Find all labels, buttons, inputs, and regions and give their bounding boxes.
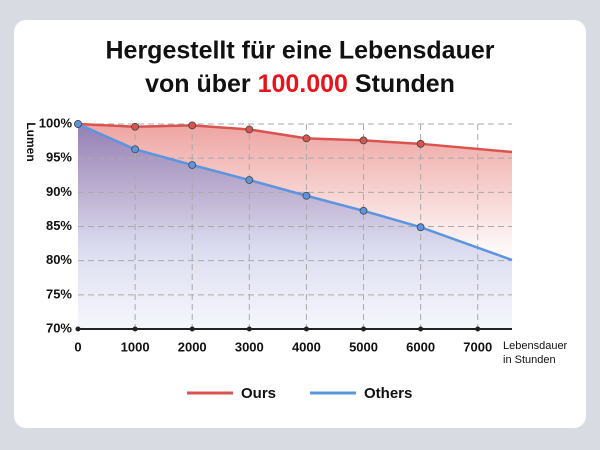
x-tick-mark <box>75 326 81 332</box>
point <box>188 161 197 169</box>
x-tick-mark <box>475 326 481 332</box>
y-tick-label: 75% <box>46 286 72 301</box>
x-axis-label: Lebensdauer <box>503 340 568 352</box>
y-tick-label: 90% <box>46 184 72 199</box>
y-tick-label: 80% <box>46 252 72 267</box>
y-tick-label: 70% <box>46 320 72 335</box>
x-tick-label: 5000 <box>349 339 378 354</box>
x-tick-label: 7000 <box>463 339 492 354</box>
title-part: Stunden <box>355 70 455 98</box>
line <box>77 122 513 262</box>
x-tick-label: 3000 <box>235 339 264 354</box>
point <box>359 136 368 145</box>
x-axis-label: in Stunden <box>503 354 556 366</box>
point <box>131 122 140 131</box>
x-tick-label: 1000 <box>121 339 150 354</box>
x-tick-mark <box>303 326 309 332</box>
x-tick-label: 0 <box>74 339 81 354</box>
x-tick-label: 6000 <box>406 339 435 354</box>
y-tick-label: 95% <box>46 150 72 165</box>
area <box>78 124 512 329</box>
y-tick-label: 100% <box>39 115 73 130</box>
title-part: von über <box>145 70 251 98</box>
y-tick-label: 85% <box>46 218 72 233</box>
point <box>131 145 140 154</box>
point <box>302 191 311 200</box>
x-tick-mark <box>132 326 138 332</box>
point <box>416 139 425 148</box>
x-tick-mark <box>246 326 252 332</box>
chart-title: Hergestellt für eine Lebensdauer <box>105 37 494 65</box>
legend-label: Others <box>364 385 412 402</box>
line <box>77 122 513 154</box>
point <box>245 125 254 134</box>
x-tick-mark <box>189 326 195 332</box>
x-tick-mark <box>361 326 367 332</box>
x-tick-label: 4000 <box>292 339 321 354</box>
chart-title: von über 100.000 Stunden <box>145 70 455 98</box>
point <box>188 121 197 130</box>
title-highlight: 100.000 <box>258 70 348 98</box>
y-axis-label: Lumen <box>24 122 38 161</box>
point <box>74 120 82 128</box>
point <box>416 223 425 232</box>
x-tick-label: 2000 <box>178 339 207 354</box>
point <box>359 206 368 215</box>
point <box>302 134 311 143</box>
legend-label: Ours <box>241 385 276 402</box>
x-tick-mark <box>418 326 424 332</box>
point <box>245 176 254 184</box>
